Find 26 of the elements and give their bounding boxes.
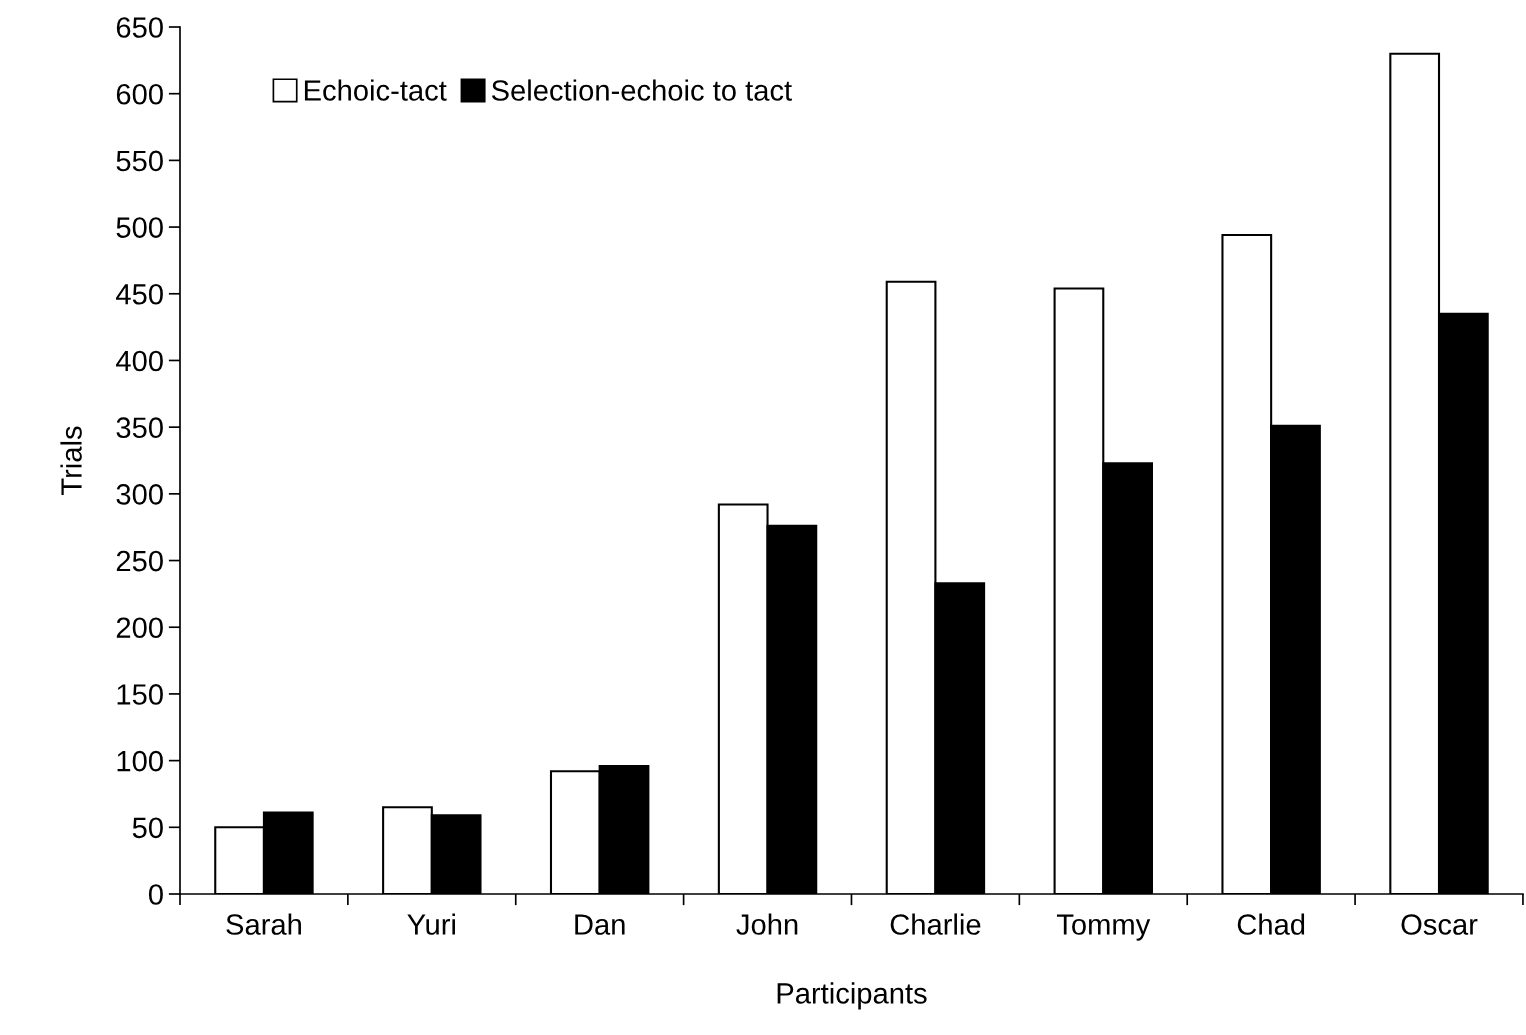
y-tick-label: 100 [117, 750, 163, 772]
legend-label: Echoic-tact [304, 79, 447, 101]
x-tick-label: Chad [1237, 913, 1305, 935]
x-tick-label: Charlie [890, 913, 981, 935]
x-tick-label: Dan [575, 914, 625, 935]
y-tick-label: 300 [116, 484, 163, 505]
y-tick-label: 450 [116, 283, 163, 305]
y-tick-label: 350 [116, 417, 163, 439]
y-tick-label: 50 [132, 817, 163, 839]
x-tick-label: Sarah [226, 913, 301, 935]
y-axis-title: Trials [60, 426, 82, 495]
y-tick-label: 200 [116, 617, 163, 639]
y-tick-label: 650 [116, 17, 163, 38]
x-tick-label: Tommy [1056, 914, 1151, 941]
y-tick-label: 600 [116, 83, 163, 105]
x-tick-label: Oscar [1401, 914, 1478, 935]
y-tick-label: 500 [116, 217, 163, 238]
x-tick-label: John [736, 913, 798, 935]
y-tick-label: 250 [116, 550, 163, 572]
y-tick-label: 550 [116, 150, 163, 172]
x-tick-label: Yuri [407, 913, 455, 935]
legend-label: Selection-echoic to tact [491, 79, 792, 101]
y-tick-label: 150 [117, 684, 163, 705]
x-axis-title: Participants [777, 982, 927, 1010]
y-tick-label: 400 [116, 350, 163, 372]
y-tick-label: 0 [148, 884, 163, 905]
